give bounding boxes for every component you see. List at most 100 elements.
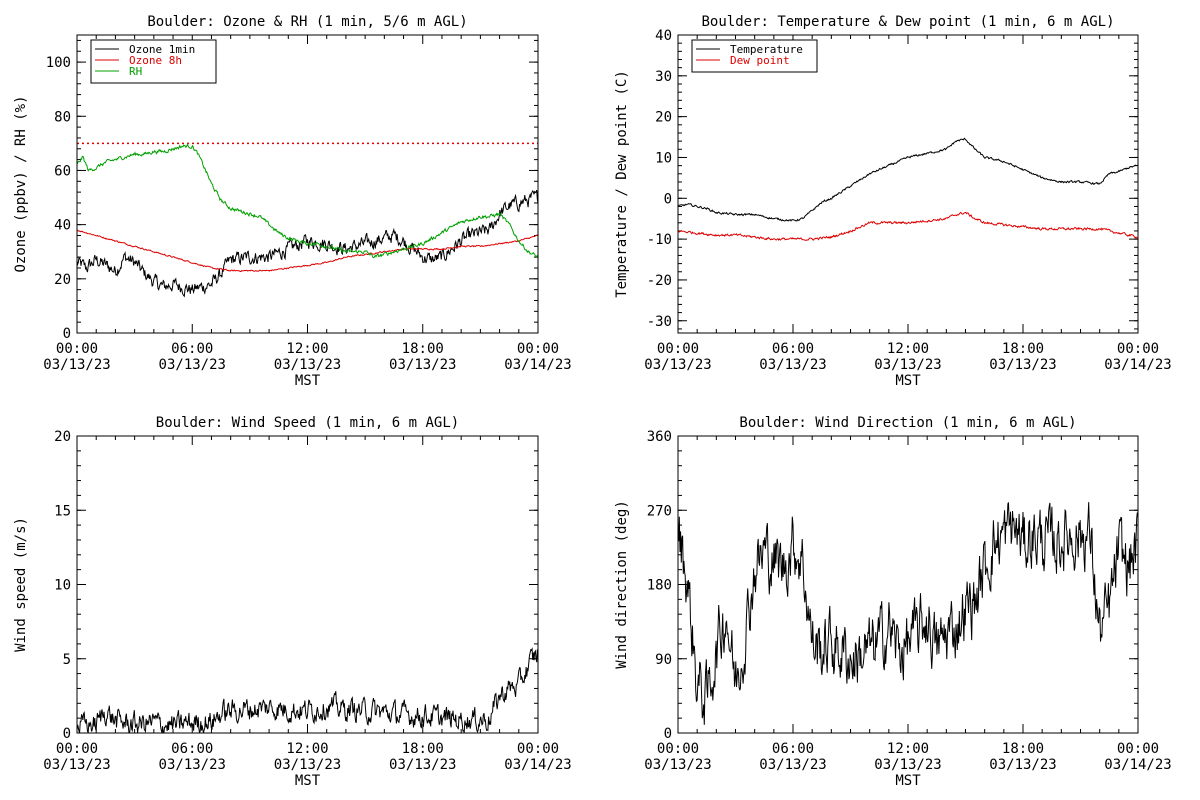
panel-wind_speed: Boulder: Wind Speed (1 min, 6 m AGL) Wind…: [13, 415, 572, 789]
y-tick-label: 20: [54, 429, 71, 445]
x-axis-label: MST: [295, 373, 321, 389]
panel-temp_dew: Boulder: Temperature & Dew point (1 min,…: [614, 14, 1172, 389]
x-tick-time-label: 00:00: [1117, 341, 1159, 357]
x-tick-date-label: 03/13/23: [159, 757, 226, 773]
y-tick-label: 60: [54, 163, 71, 179]
series-line-ozone-1min: [77, 189, 538, 298]
y-tick-label: -10: [647, 232, 672, 248]
x-tick-time-label: 06:00: [772, 341, 814, 357]
y-tick-label: 30: [655, 69, 672, 85]
x-tick-time-label: 00:00: [657, 741, 699, 757]
y-tick-label: 100: [46, 55, 71, 71]
x-tick-date-label: 03/13/23: [874, 757, 941, 773]
x-tick-date-label: 03/13/23: [644, 757, 711, 773]
x-tick-time-label: 06:00: [171, 741, 213, 757]
y-axis-label: Ozone (ppbv) / RH (%): [13, 95, 29, 272]
y-tick-label: 0: [63, 726, 71, 742]
x-tick-time-label: 00:00: [517, 341, 559, 357]
y-tick-label: 0: [664, 726, 672, 742]
plot-frame: [76, 435, 539, 734]
y-tick-label: 10: [655, 150, 672, 166]
y-axis-label: Wind direction (deg): [614, 500, 630, 669]
x-tick-date-label: 03/13/23: [43, 357, 110, 373]
x-tick-time-label: 06:00: [772, 741, 814, 757]
y-tick-label: 10: [54, 578, 71, 594]
x-tick-time-label: 18:00: [402, 341, 444, 357]
y-tick-label: 270: [647, 503, 672, 519]
x-tick-date-label: 03/13/23: [274, 357, 341, 373]
chart-title: Boulder: Wind Direction (1 min, 6 m AGL): [739, 415, 1076, 431]
y-tick-label: 90: [655, 652, 672, 668]
x-tick-date-label: 03/13/23: [159, 357, 226, 373]
plot-frame: [677, 435, 1139, 734]
x-tick-date-label: 03/13/23: [644, 357, 711, 373]
chart-title: Boulder: Temperature & Dew point (1 min,…: [701, 14, 1114, 30]
panel-ozone_rh: Boulder: Ozone & RH (1 min, 5/6 m AGL) Oz…: [13, 14, 572, 389]
x-tick-date-label: 03/14/23: [1104, 757, 1171, 773]
x-tick-date-label: 03/13/23: [759, 357, 826, 373]
x-tick-date-label: 03/13/23: [43, 757, 110, 773]
x-tick-time-label: 18:00: [1002, 741, 1044, 757]
y-tick-label: -30: [647, 314, 672, 330]
series-line-dew-point: [678, 211, 1138, 241]
series-line-temperature: [678, 137, 1138, 222]
legend-label: RH: [129, 65, 142, 78]
x-tick-time-label: 18:00: [1002, 341, 1044, 357]
y-tick-label: 15: [54, 503, 71, 519]
x-tick-date-label: 03/13/23: [759, 757, 826, 773]
x-tick-date-label: 03/14/23: [504, 757, 571, 773]
x-tick-time-label: 00:00: [1117, 741, 1159, 757]
x-tick-time-label: 12:00: [286, 341, 328, 357]
y-tick-label: 80: [54, 109, 71, 125]
y-tick-label: 40: [655, 28, 672, 44]
y-axis-label: Wind speed (m/s): [13, 517, 29, 652]
legend-box: [691, 39, 818, 73]
legend-label: Dew point: [730, 54, 790, 67]
plot-frame: [677, 34, 1139, 334]
x-tick-time-label: 06:00: [171, 341, 213, 357]
legend-label: Ozone 8h: [129, 54, 182, 67]
series-line-ozone-8h: [77, 229, 538, 272]
y-tick-label: 180: [647, 578, 672, 594]
y-tick-label: -20: [647, 273, 672, 289]
x-axis-label: MST: [895, 773, 921, 789]
y-tick-label: 0: [664, 191, 672, 207]
x-tick-time-label: 12:00: [887, 341, 929, 357]
x-tick-time-label: 12:00: [887, 741, 929, 757]
y-tick-label: 20: [655, 110, 672, 126]
y-tick-label: 20: [54, 272, 71, 288]
x-tick-date-label: 03/13/23: [989, 357, 1056, 373]
y-tick-label: 5: [63, 652, 71, 668]
y-tick-label: 0: [63, 326, 71, 342]
legend-box: [90, 39, 217, 84]
x-tick-time-label: 00:00: [56, 341, 98, 357]
x-tick-time-label: 12:00: [286, 741, 328, 757]
legend-label: Ozone 1min: [129, 43, 195, 56]
x-tick-date-label: 03/13/23: [389, 357, 456, 373]
x-tick-date-label: 03/14/23: [1104, 357, 1171, 373]
y-axis-label: Temperature / Dew point (C): [614, 70, 630, 298]
x-tick-time-label: 00:00: [517, 741, 559, 757]
x-tick-time-label: 18:00: [402, 741, 444, 757]
chart-title: Boulder: Ozone & RH (1 min, 5/6 m AGL): [147, 14, 467, 30]
x-axis-label: MST: [295, 773, 321, 789]
x-tick-time-label: 00:00: [56, 741, 98, 757]
y-tick-label: 40: [54, 218, 71, 234]
plot-frame: [76, 34, 539, 334]
legend-label: Temperature: [730, 43, 803, 56]
y-tick-label: 360: [647, 429, 672, 445]
x-tick-date-label: 03/13/23: [874, 357, 941, 373]
chart-title: Boulder: Wind Speed (1 min, 6 m AGL): [156, 415, 459, 431]
x-axis-label: MST: [895, 373, 921, 389]
series-line-main: [678, 502, 1138, 725]
series-line-main: [77, 647, 538, 733]
series-line-rh: [77, 143, 538, 259]
panel-wind_dir: Boulder: Wind Direction (1 min, 6 m AGL)…: [614, 415, 1172, 789]
x-tick-date-label: 03/13/23: [989, 757, 1056, 773]
x-tick-date-label: 03/14/23: [504, 357, 571, 373]
x-tick-date-label: 03/13/23: [389, 757, 456, 773]
